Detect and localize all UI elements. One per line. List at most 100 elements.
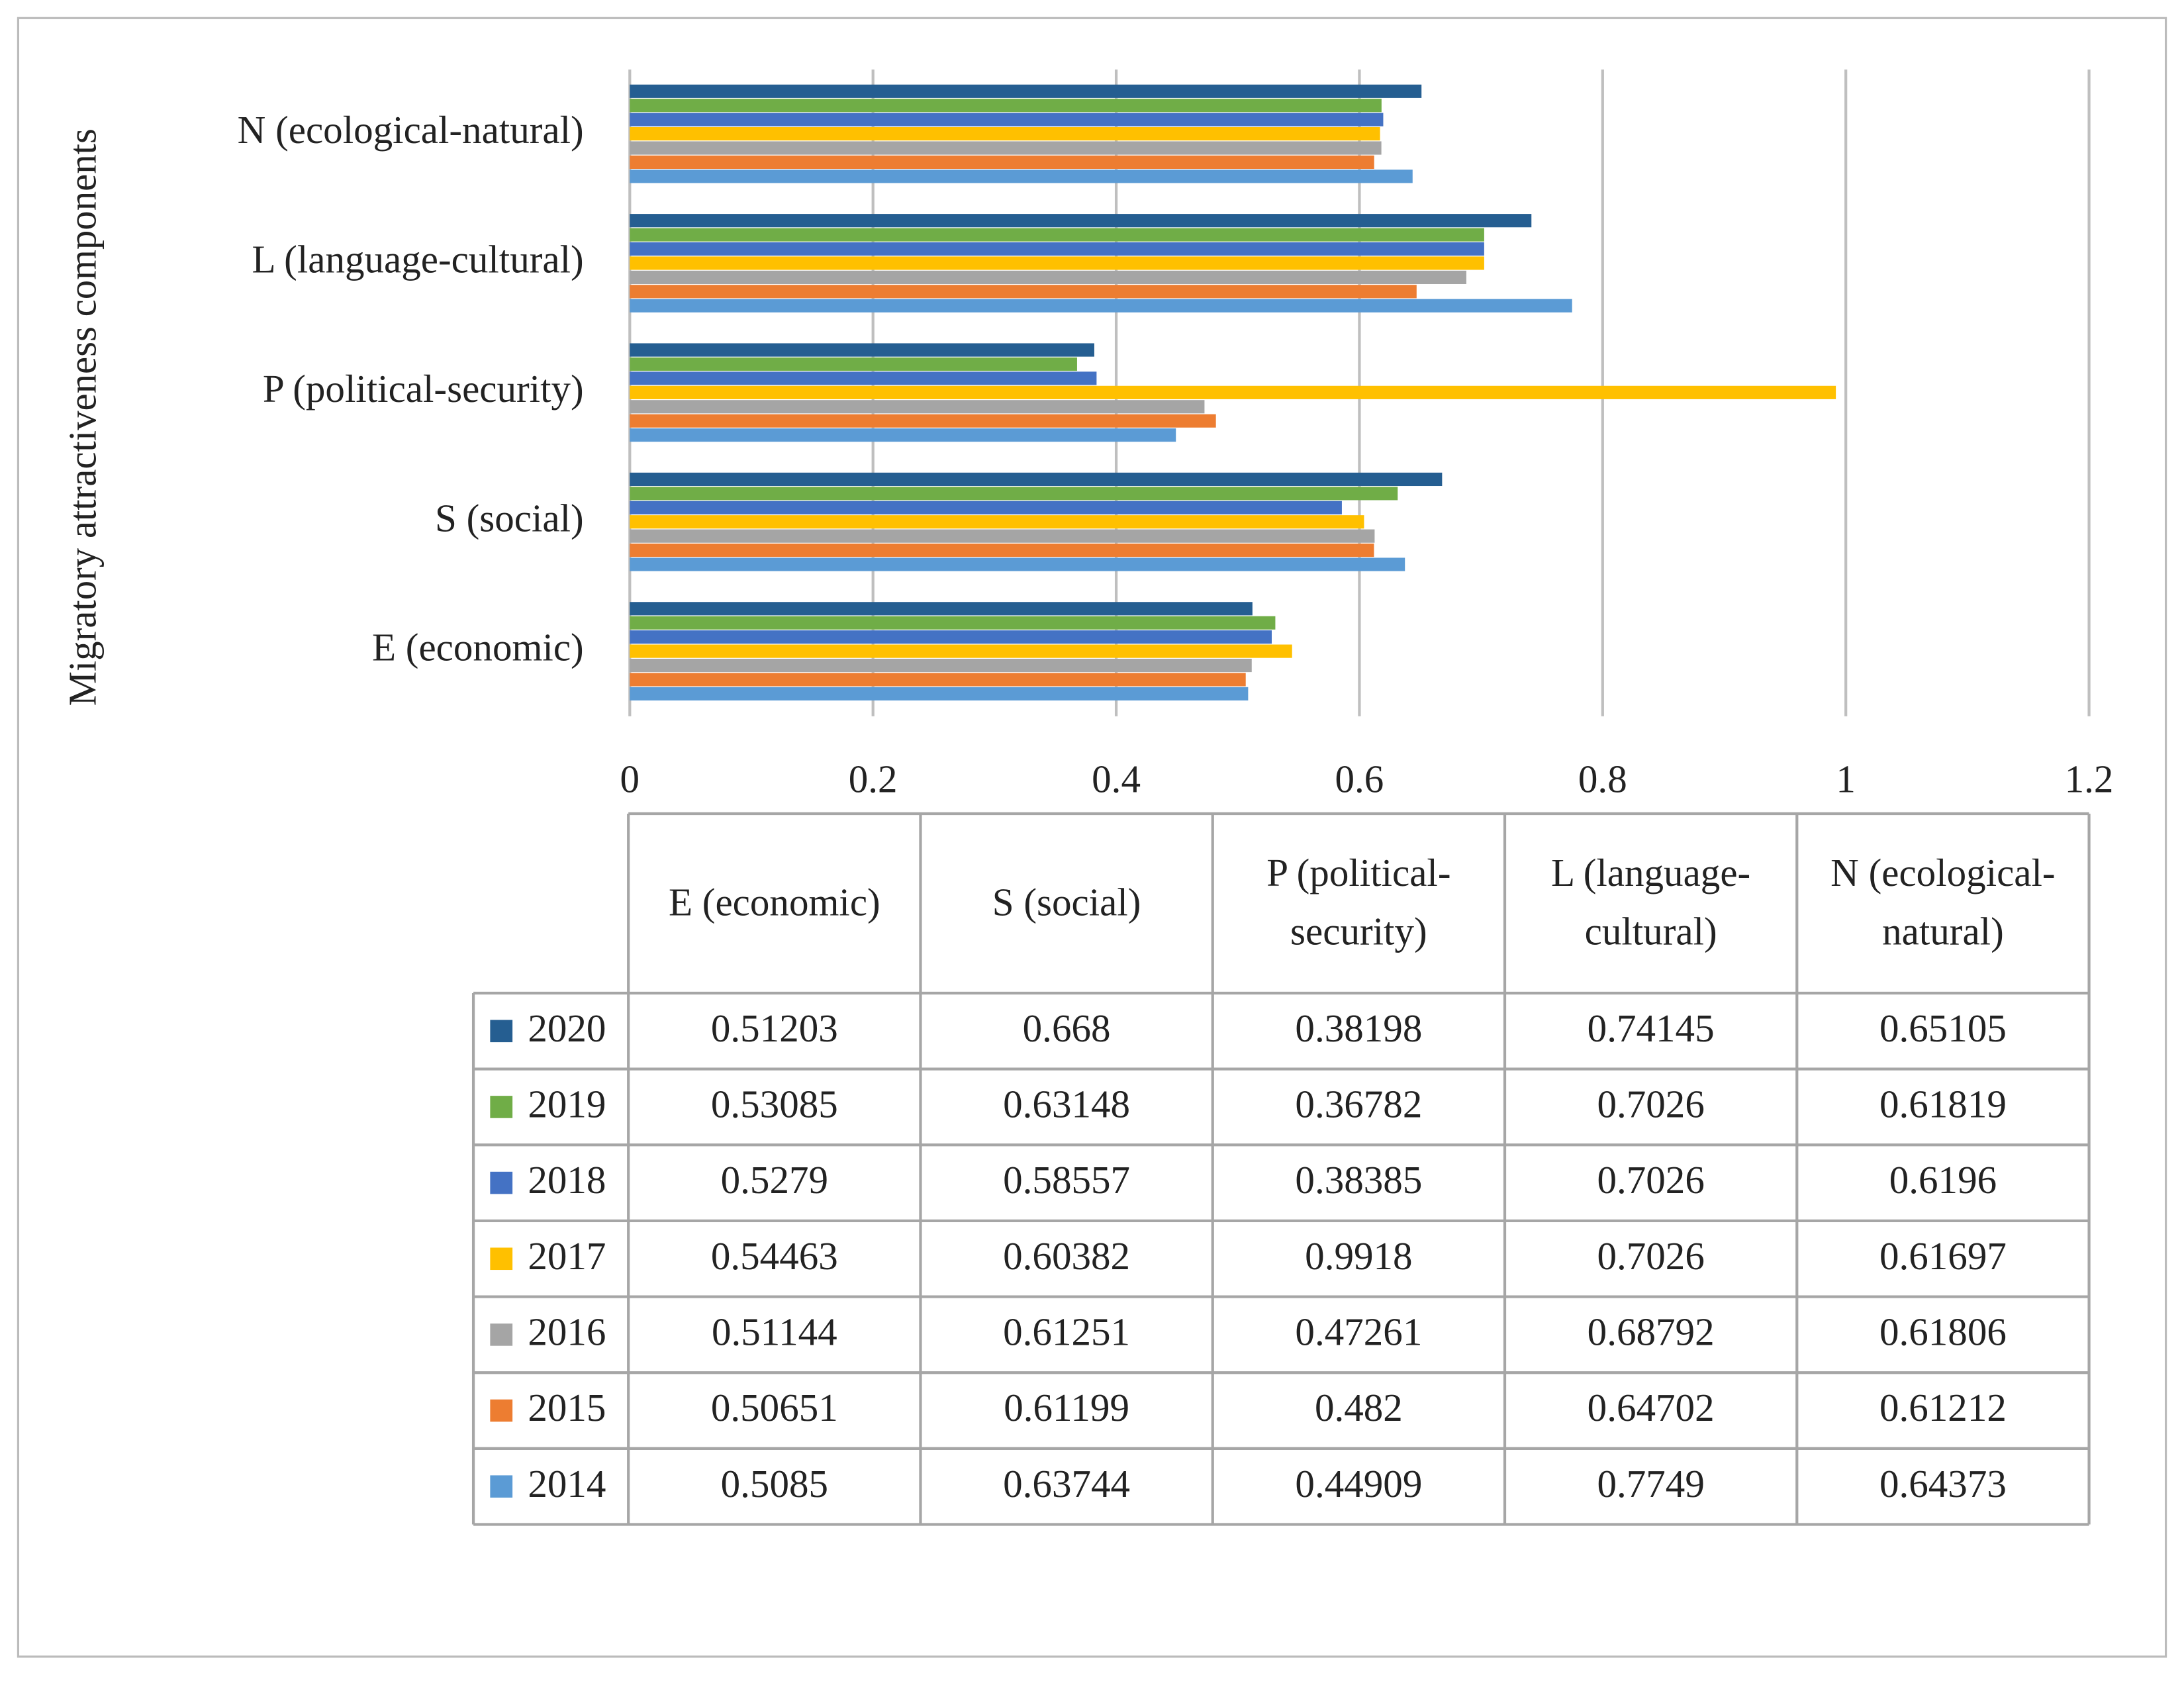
table-cell: 0.61819	[1879, 1082, 2007, 1126]
y-tick-label: S (social)	[435, 496, 584, 540]
bar	[630, 84, 1422, 98]
table-cell: 0.61199	[1004, 1386, 1129, 1429]
bar	[630, 602, 1253, 616]
table-header-cell: S (social)	[992, 881, 1141, 924]
table-cell: 0.64373	[1879, 1462, 2007, 1506]
legend-swatch	[490, 1171, 513, 1194]
legend-swatch	[490, 1323, 513, 1346]
bar	[630, 99, 1382, 113]
bar	[630, 414, 1216, 428]
table-cell: 0.58557	[1003, 1158, 1130, 1202]
table-cell: 0.6196	[1889, 1158, 1997, 1202]
bar	[630, 127, 1380, 141]
legend-label: 2016	[528, 1310, 606, 1354]
x-tick-label: 0.6	[1335, 757, 1384, 800]
table-cell: 0.7749	[1597, 1462, 1704, 1506]
table-cell: 0.668	[1023, 1006, 1111, 1050]
table-cell: 0.63744	[1003, 1462, 1130, 1506]
bar	[630, 501, 1342, 514]
x-tick-label: 0	[620, 757, 640, 800]
table-cell: 0.9918	[1305, 1234, 1412, 1278]
legend-label: 2014	[528, 1462, 606, 1506]
bar	[630, 169, 1413, 183]
bar	[630, 141, 1382, 155]
x-tick-label: 0.2	[849, 757, 898, 800]
table-cell: 0.65105	[1879, 1006, 2007, 1050]
table-cell: 0.61697	[1879, 1234, 2007, 1278]
legend-label: 2015	[528, 1386, 606, 1429]
table-cell: 0.60382	[1003, 1234, 1130, 1278]
y-tick-label: P (political-security)	[263, 367, 584, 410]
bar	[630, 673, 1246, 687]
table-header-text: N (ecological-natural)	[1830, 851, 2056, 954]
bar	[630, 658, 1252, 673]
legend-swatch	[490, 1096, 513, 1118]
table-cell: 0.482	[1315, 1386, 1403, 1429]
bar	[630, 270, 1466, 284]
table-cell: 0.5279	[721, 1158, 828, 1202]
legend-swatch	[490, 1247, 513, 1271]
legend-label: 2018	[528, 1158, 606, 1202]
bar	[630, 242, 1484, 256]
bar	[630, 557, 1405, 571]
table-cell: 0.53085	[711, 1082, 838, 1126]
legend-swatch	[490, 1399, 513, 1422]
bar	[630, 644, 1292, 658]
table-cell: 0.61806	[1879, 1310, 2007, 1354]
bar	[630, 343, 1094, 357]
table-cell: 0.54463	[711, 1234, 838, 1278]
bar	[630, 385, 1836, 399]
table-cell: 0.63148	[1003, 1082, 1130, 1126]
table-cell: 0.61251	[1003, 1310, 1130, 1354]
table-header-cell: P (political-security)	[1266, 851, 1451, 954]
bar	[630, 515, 1364, 529]
x-tick-label: 1.2	[2065, 757, 2114, 800]
bar	[630, 400, 1205, 414]
table-header-cell: E (economic)	[668, 881, 880, 924]
bar	[630, 487, 1398, 501]
legend-label: 2020	[528, 1006, 606, 1050]
x-tick-label: 0.8	[1578, 757, 1627, 800]
table-header-text: L (language-cultural)	[1551, 851, 1751, 954]
table-cell: 0.36782	[1295, 1082, 1422, 1126]
bar	[630, 687, 1249, 700]
table-cell: 0.50651	[711, 1386, 838, 1429]
bar	[630, 371, 1097, 385]
bar	[630, 544, 1374, 557]
table-cell: 0.61212	[1879, 1386, 2007, 1429]
legend-swatch	[490, 1020, 513, 1043]
bar	[630, 214, 1532, 228]
table-cell: 0.5085	[721, 1462, 828, 1506]
x-tick-label: 1	[1836, 757, 1856, 800]
table-header-text: S (social)	[992, 881, 1141, 924]
bar	[630, 357, 1077, 371]
table-header-text: E (economic)	[668, 881, 880, 924]
y-tick-label: E (economic)	[372, 626, 584, 669]
x-tick-label: 0.4	[1092, 757, 1141, 800]
legend-swatch	[490, 1475, 513, 1498]
table-cell: 0.7026	[1597, 1082, 1704, 1126]
table-cell: 0.51144	[712, 1310, 837, 1354]
bar	[630, 630, 1272, 644]
table-cell: 0.44909	[1295, 1462, 1422, 1506]
y-axis-title: Migratory attractiveness components	[60, 128, 104, 706]
table-cell: 0.38385	[1295, 1158, 1422, 1202]
table-cell: 0.7026	[1597, 1158, 1704, 1202]
bar	[630, 285, 1417, 299]
bar	[630, 428, 1176, 442]
bar	[630, 616, 1276, 630]
y-tick-label: L (language-cultural)	[252, 238, 584, 281]
bar	[630, 299, 1572, 313]
bar	[630, 228, 1484, 242]
table-cell: 0.68792	[1588, 1310, 1715, 1354]
bar	[630, 155, 1374, 169]
table-cell: 0.47261	[1295, 1310, 1422, 1354]
bar	[630, 472, 1443, 487]
y-tick-label: N (ecological-natural)	[238, 108, 584, 152]
legend-label: 2019	[528, 1082, 606, 1126]
table-cell: 0.7026	[1597, 1234, 1704, 1278]
table-header-text: P (political-security)	[1266, 851, 1451, 954]
table-cell: 0.38198	[1295, 1006, 1422, 1050]
